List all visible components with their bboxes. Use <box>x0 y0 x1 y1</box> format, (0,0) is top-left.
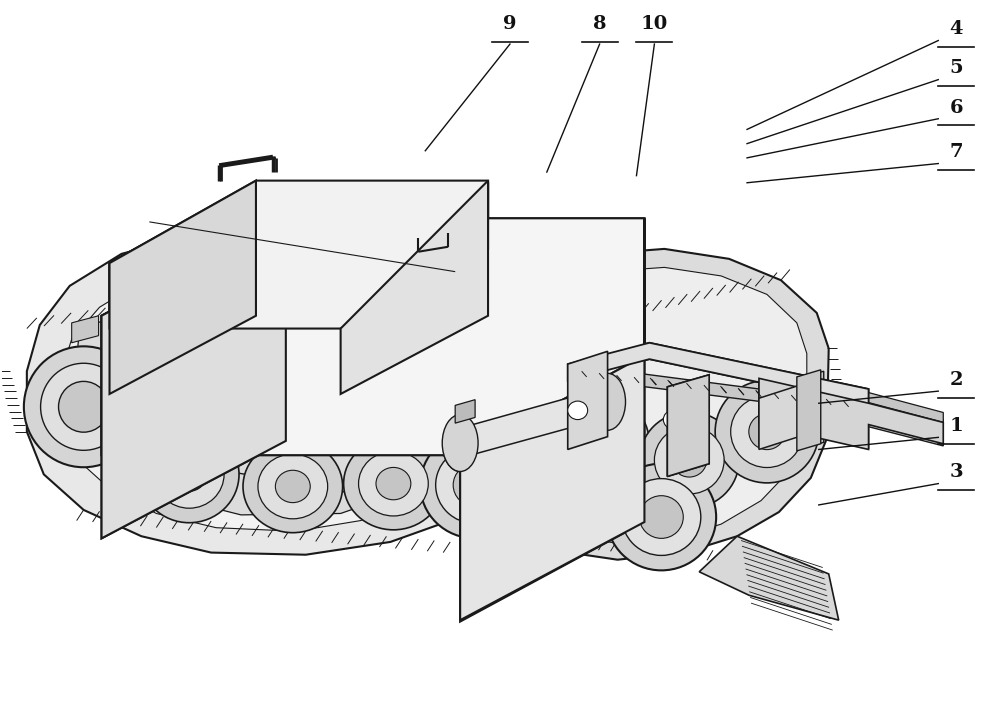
Polygon shape <box>568 364 869 416</box>
Ellipse shape <box>607 463 716 570</box>
Polygon shape <box>72 303 478 515</box>
Polygon shape <box>759 387 799 448</box>
Text: 10: 10 <box>641 16 668 34</box>
Text: 2: 2 <box>949 371 963 389</box>
Polygon shape <box>341 183 488 394</box>
Ellipse shape <box>731 396 803 468</box>
Ellipse shape <box>568 401 588 420</box>
Polygon shape <box>341 181 488 394</box>
Ellipse shape <box>344 438 443 530</box>
Polygon shape <box>568 351 608 449</box>
Ellipse shape <box>622 478 701 555</box>
Polygon shape <box>759 378 943 449</box>
Ellipse shape <box>663 411 679 428</box>
Polygon shape <box>460 218 644 622</box>
Ellipse shape <box>359 451 428 516</box>
Ellipse shape <box>420 432 530 538</box>
Ellipse shape <box>366 421 395 452</box>
Ellipse shape <box>275 471 310 503</box>
Text: 9: 9 <box>503 16 517 34</box>
Ellipse shape <box>639 496 683 538</box>
Text: 6: 6 <box>949 99 963 116</box>
Text: 3: 3 <box>949 463 963 481</box>
Text: 1: 1 <box>949 417 963 436</box>
Polygon shape <box>72 316 99 343</box>
Polygon shape <box>102 218 286 538</box>
Polygon shape <box>667 375 709 476</box>
Polygon shape <box>460 387 608 458</box>
Ellipse shape <box>749 413 785 450</box>
Polygon shape <box>568 343 869 406</box>
Polygon shape <box>278 398 334 448</box>
Ellipse shape <box>172 458 207 491</box>
Polygon shape <box>455 401 475 426</box>
Ellipse shape <box>654 426 724 494</box>
Polygon shape <box>110 183 256 394</box>
Polygon shape <box>110 183 488 328</box>
Polygon shape <box>110 181 256 394</box>
Text: 8: 8 <box>593 16 606 34</box>
Polygon shape <box>759 378 938 448</box>
Ellipse shape <box>579 426 616 462</box>
Polygon shape <box>470 267 807 543</box>
Ellipse shape <box>453 463 497 506</box>
Polygon shape <box>667 375 709 476</box>
Ellipse shape <box>294 248 327 281</box>
Ellipse shape <box>590 373 626 431</box>
Polygon shape <box>455 400 475 423</box>
Ellipse shape <box>442 415 478 471</box>
Ellipse shape <box>59 381 109 432</box>
Ellipse shape <box>672 443 707 477</box>
Polygon shape <box>869 393 943 423</box>
Ellipse shape <box>41 363 127 451</box>
Polygon shape <box>102 218 286 538</box>
Polygon shape <box>448 413 465 436</box>
Polygon shape <box>869 400 943 446</box>
Ellipse shape <box>139 426 239 523</box>
Polygon shape <box>797 370 821 451</box>
Ellipse shape <box>590 373 626 431</box>
Ellipse shape <box>568 401 588 420</box>
Polygon shape <box>119 333 179 391</box>
Ellipse shape <box>546 393 649 495</box>
Ellipse shape <box>376 468 411 500</box>
Polygon shape <box>460 387 608 458</box>
Polygon shape <box>60 251 498 531</box>
Polygon shape <box>281 374 309 394</box>
Text: 5: 5 <box>949 59 963 78</box>
Polygon shape <box>799 371 824 449</box>
Polygon shape <box>102 218 644 455</box>
Polygon shape <box>568 351 608 449</box>
Ellipse shape <box>561 408 634 480</box>
Ellipse shape <box>258 454 328 519</box>
Polygon shape <box>452 249 829 560</box>
Ellipse shape <box>436 447 515 523</box>
Ellipse shape <box>283 238 339 291</box>
Ellipse shape <box>639 412 739 508</box>
Ellipse shape <box>715 381 819 483</box>
Polygon shape <box>759 386 799 449</box>
Polygon shape <box>102 218 644 455</box>
Ellipse shape <box>243 441 343 533</box>
Polygon shape <box>186 388 246 443</box>
Polygon shape <box>699 536 839 620</box>
Text: 4: 4 <box>949 21 963 39</box>
Ellipse shape <box>24 346 143 467</box>
Polygon shape <box>110 181 488 328</box>
Ellipse shape <box>154 441 224 508</box>
Ellipse shape <box>442 415 478 471</box>
Text: 7: 7 <box>949 144 963 161</box>
Polygon shape <box>568 343 869 406</box>
Polygon shape <box>27 226 535 555</box>
Polygon shape <box>380 427 460 446</box>
Polygon shape <box>460 218 644 620</box>
